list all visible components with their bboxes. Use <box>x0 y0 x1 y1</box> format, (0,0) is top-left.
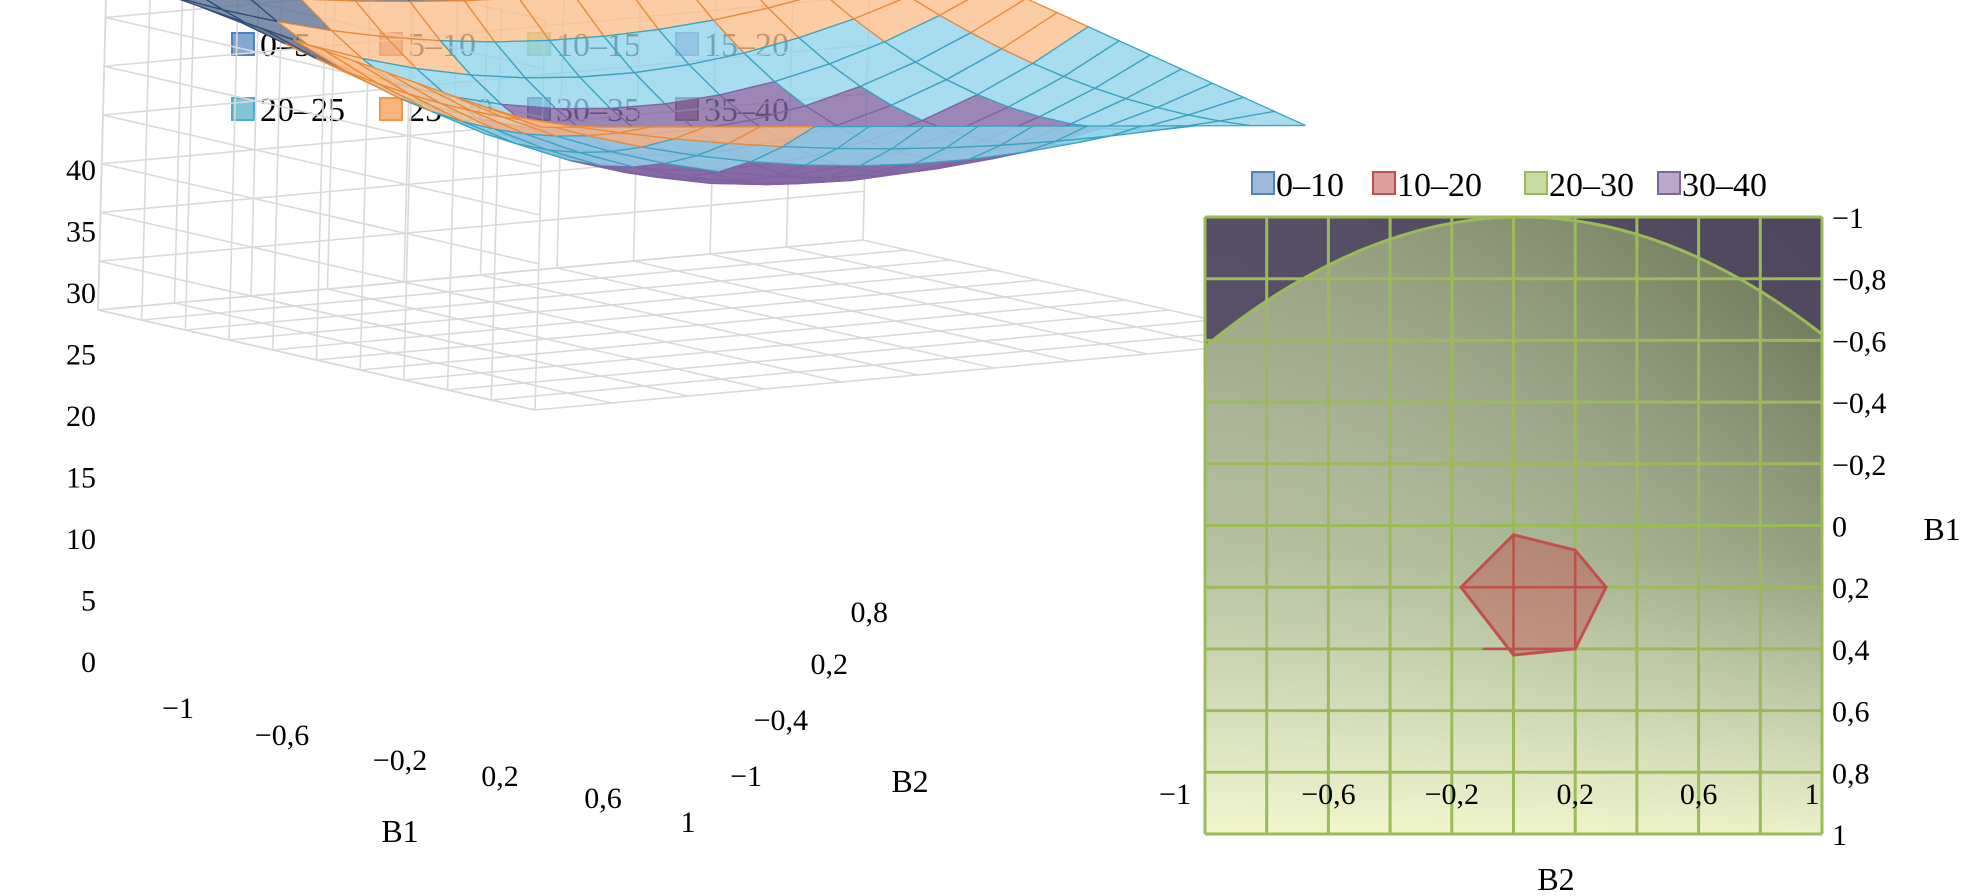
contour-y-tick-label: −0,6 <box>1832 325 1886 358</box>
y-tick-label: 0,2 <box>811 648 849 681</box>
floor-grid-line <box>229 269 995 341</box>
wall-grid-line <box>250 0 260 297</box>
x-tick-label: 0,2 <box>481 760 519 793</box>
contour-y-ticks: −1 −0,8 −0,6 −0,4 −0,2 0 0,2 0,4 0,6 0,8 1 <box>1832 202 1886 852</box>
z-tick-label: 35 <box>66 216 96 249</box>
x-tick-label: −0,2 <box>373 744 427 777</box>
floor-grid-line <box>316 289 1082 361</box>
contour-legend: 0–10 10–20 20–30 30–40 <box>1251 167 1767 204</box>
plot-area <box>1203 215 1824 836</box>
legend-swatch <box>1251 171 1275 195</box>
x-tick-label: 1 <box>681 806 696 839</box>
legend-label: 10–20 <box>1397 167 1482 204</box>
floor-grid-line <box>556 267 995 369</box>
surface-mesh <box>179 0 1306 186</box>
floor-grid-line <box>709 253 1148 355</box>
legend-label: 30–40 <box>1682 167 1767 204</box>
contour-y-tick-label: 0,2 <box>1832 572 1870 605</box>
wall-grid-line <box>184 0 195 331</box>
wall-grid-line <box>326 0 336 290</box>
contour-y-tick-label: 0 <box>1832 511 1847 544</box>
x-axis-label: B1 <box>381 813 418 849</box>
y-axis-ticks: −1 −0,40,20,8 <box>730 596 888 793</box>
z-tick-label: 20 <box>66 400 96 433</box>
contour-y-tick-label: −0,2 <box>1832 449 1886 482</box>
z-tick-label: 25 <box>66 339 96 372</box>
contour-y-tick-label: −0,8 <box>1832 264 1886 297</box>
contour-x-tick-label: 0,6 <box>1680 778 1718 811</box>
legend-swatch <box>1372 171 1396 195</box>
legend-label: 20–30 <box>1549 167 1634 204</box>
floor-grid-line <box>272 279 1038 351</box>
z-tick-label: 40 <box>66 154 96 187</box>
legend-swatch <box>231 32 255 56</box>
wall-grid-line <box>140 0 151 321</box>
z-tick-label: 10 <box>66 523 96 556</box>
contour-x-tick-label: −1 <box>1159 778 1191 811</box>
x-tick-label: −1 <box>162 692 194 725</box>
x-tick-label: 0,6 <box>584 782 622 815</box>
z-tick-label: 30 <box>66 277 96 310</box>
y-tick-label: −0,4 <box>754 704 808 737</box>
contour-x-tick-label: 0,2 <box>1556 778 1594 811</box>
legend-swatch <box>1657 171 1681 195</box>
z-axis-ticks: 0 5 10 15 20 25 30 35 40 <box>66 154 96 679</box>
contour-x-tick-label: −0,6 <box>1301 778 1355 811</box>
floor-grid-line <box>185 259 951 331</box>
wall-grid-line <box>173 0 184 304</box>
x-axis-ticks: −1 −0,6 −0,2 0,2 0,6 1 <box>162 692 695 839</box>
contour-y-tick-label: 0,6 <box>1832 696 1870 729</box>
y-axis-label: B2 <box>891 763 928 799</box>
contour-x-ticks: −1 −0,6 −0,2 0,2 0,6 1 <box>1159 778 1819 811</box>
contour-y-tick-label: 0,8 <box>1832 757 1870 790</box>
contour-y-tick-label: −0,4 <box>1832 387 1886 420</box>
contour-x-tick-label: −0,2 <box>1425 778 1479 811</box>
y-tick-label: 0,8 <box>851 596 889 629</box>
legend-swatch <box>1524 171 1548 195</box>
surface-patch <box>1219 110 1306 127</box>
z-tick-label: 0 <box>81 646 96 679</box>
contour-y-axis-label: B1 <box>1923 511 1960 547</box>
floor-grid-line <box>141 249 907 321</box>
wall-grid-line <box>97 0 107 311</box>
contour-y-tick-label: 1 <box>1832 819 1847 852</box>
contour-x-tick-label: 1 <box>1805 778 1820 811</box>
surface-patch <box>913 0 969 17</box>
z-tick-label: 5 <box>81 585 96 618</box>
legend-label: 0–10 <box>1276 167 1344 204</box>
contour-y-tick-label: −1 <box>1832 202 1864 235</box>
z-tick-label: 15 <box>66 462 96 495</box>
contour-x-axis-label: B2 <box>1537 861 1574 896</box>
floor-grid-line <box>786 246 1224 348</box>
contour-chart: 0–10 10–20 20–30 30–40 −1 −0,6 −0,2 0,2 0,6 1 −1… <box>1159 167 1961 896</box>
y-tick-label: −1 <box>730 760 762 793</box>
legend-swatch <box>379 97 403 121</box>
contour-line-30 <box>1204 215 1823 348</box>
region-10-20-grid <box>1461 534 1607 656</box>
legend-label: 20–25 <box>260 92 345 129</box>
contour-y-tick-label: 0,4 <box>1832 634 1870 667</box>
floor-grid-line <box>633 260 1071 362</box>
x-tick-label: −0,6 <box>255 719 309 752</box>
